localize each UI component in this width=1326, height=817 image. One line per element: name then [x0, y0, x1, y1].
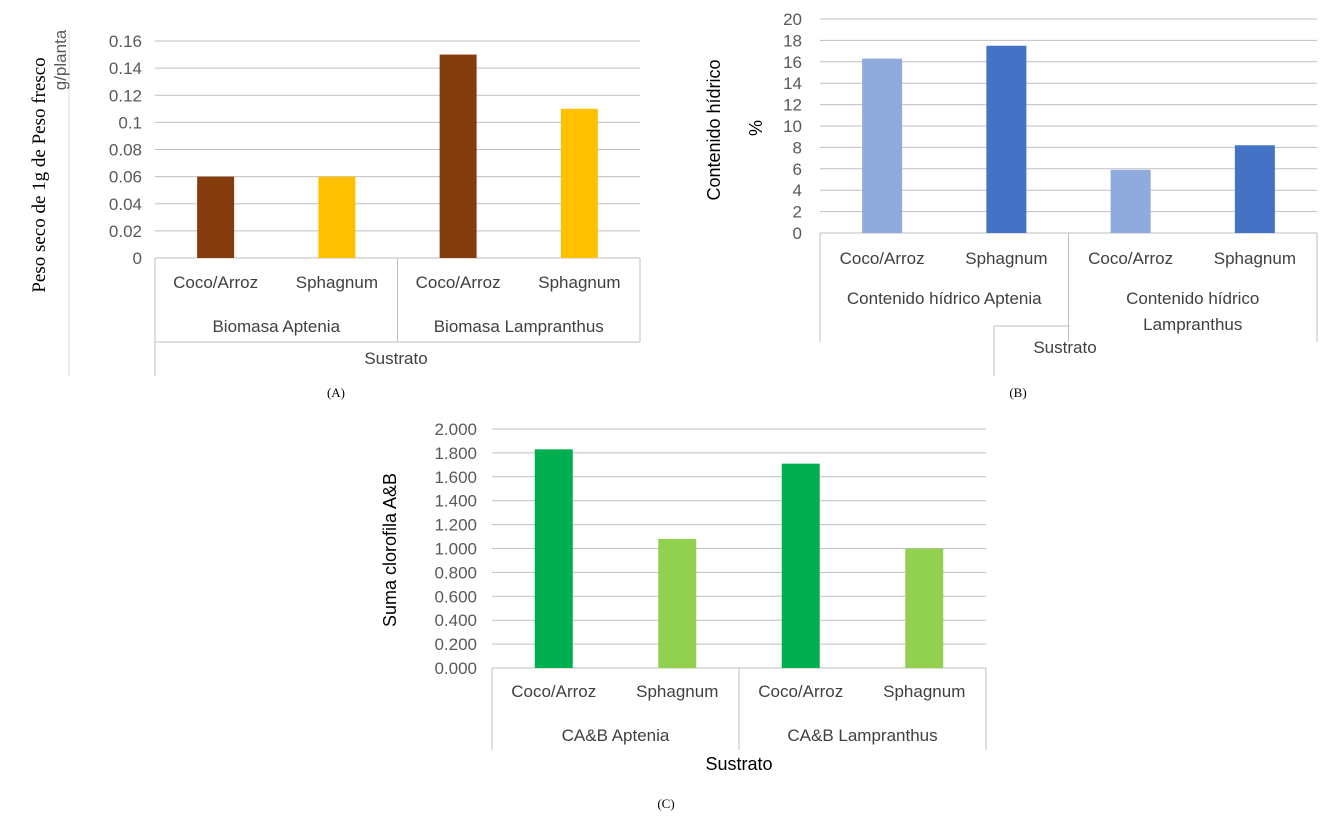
bar: [1234, 145, 1275, 233]
y-tick-label: 1.600: [434, 468, 477, 487]
group-label: Contenido hídrico Aptenia: [847, 289, 1042, 308]
panel-a-y-axis-unit: g/planta: [51, 29, 70, 90]
category-label: Coco/Arroz: [511, 682, 596, 701]
panel-a-gridlines: [155, 40, 640, 259]
y-tick-label: 1.800: [434, 444, 477, 463]
bar: [658, 538, 697, 668]
group-label: CA&B Lampranthus: [787, 726, 937, 745]
y-tick-label: 18: [783, 31, 802, 50]
panel-c-label: (C): [657, 796, 674, 811]
y-tick-label: 14: [783, 74, 802, 93]
group-label: Contenido hídrico: [1126, 289, 1259, 308]
panel-b-y-axis-title: Contenido hídrico: [704, 59, 724, 200]
y-tick-label: 1.400: [434, 492, 477, 511]
panel-c-x-axis-title: Sustrato: [705, 754, 772, 774]
y-tick-label: 6: [793, 160, 802, 179]
bar: [439, 54, 477, 258]
y-tick-label: 0.14: [109, 59, 142, 78]
bar: [1110, 169, 1151, 233]
panel-c-y-ticks: 0.000 0.200 0.400 0.600 0.800 1.000 1.200 1.400…: [434, 420, 477, 678]
y-tick-label: 16: [783, 53, 802, 72]
panel-c-y-axis-title: Suma clorofila A&B: [380, 473, 400, 627]
bar: [862, 58, 903, 234]
y-tick-label: 2.000: [434, 420, 477, 439]
bar: [560, 108, 598, 258]
category-label: Coco/Arroz: [758, 682, 843, 701]
group-label: Biomasa Aptenia: [212, 317, 340, 336]
y-tick-label: 0.000: [434, 659, 477, 678]
category-label: Sphagnum: [965, 249, 1047, 268]
y-tick-label: 8: [793, 138, 802, 157]
y-tick-label: 0: [133, 249, 142, 268]
chart-panel-a: 0 0.02 0.04 0.06 0.08 0.1 0.12 0.14 0.16 Coco/Ar…: [29, 29, 641, 400]
y-tick-label: 2: [793, 203, 802, 222]
category-label: Sphagnum: [883, 682, 965, 701]
panel-a-bars: [197, 54, 598, 258]
panel-b-category-axis: Coco/Arroz Sphagnum Coco/Arroz Sphagnum Cont…: [819, 233, 1318, 376]
category-label: Sphagnum: [296, 273, 378, 292]
y-tick-label: 0.600: [434, 587, 477, 606]
y-tick-label: 0.400: [434, 611, 477, 630]
bar: [781, 463, 820, 668]
panel-a-label: (A): [327, 385, 345, 400]
bar: [986, 45, 1027, 233]
y-tick-label: 0.200: [434, 635, 477, 654]
y-tick-label: 20: [783, 10, 802, 29]
panel-a-x-axis-title: Sustrato: [364, 349, 427, 368]
y-tick-label: 0.06: [109, 168, 142, 187]
y-tick-label: 0.12: [109, 86, 142, 105]
bar: [534, 449, 573, 668]
y-tick-label: 0: [793, 224, 802, 243]
y-tick-label: 4: [793, 181, 802, 200]
y-tick-label: 0.16: [109, 32, 142, 51]
category-label: Coco/Arroz: [416, 273, 501, 292]
group-label: CA&B Aptenia: [562, 726, 670, 745]
panel-b-y-ticks: 0 2 4 6 8 10 12 14 16 18 20: [783, 10, 802, 243]
category-label: Coco/Arroz: [173, 273, 258, 292]
y-tick-label: 0.08: [109, 141, 142, 160]
category-label: Coco/Arroz: [1088, 249, 1173, 268]
y-tick-label: 0.04: [109, 195, 142, 214]
bar: [197, 176, 235, 258]
panel-b-x-axis-title: Sustrato: [1033, 338, 1096, 357]
category-label: Sphagnum: [1214, 249, 1296, 268]
y-tick-label: 1.000: [434, 540, 477, 559]
category-label: Coco/Arroz: [840, 249, 925, 268]
panel-a-y-axis-title: Peso seco de 1g de Peso fresco: [29, 57, 50, 292]
category-label: Sphagnum: [538, 273, 620, 292]
y-tick-label: 12: [783, 96, 802, 115]
panel-b-bars: [862, 45, 1275, 234]
y-tick-label: 0.02: [109, 222, 142, 241]
y-tick-label: 1.200: [434, 516, 477, 535]
y-tick-label: 10: [783, 117, 802, 136]
category-label: Sphagnum: [636, 682, 718, 701]
panel-a-category-axis: Coco/Arroz Sphagnum Coco/Arroz Sphagnum Biom…: [154, 258, 641, 376]
panel-b-label: (B): [1009, 385, 1026, 400]
panel-b-y-axis-unit: %: [746, 120, 766, 136]
bar: [318, 176, 356, 258]
panel-a-y-ticks: 0 0.02 0.04 0.06 0.08 0.1 0.12 0.14 0.16: [109, 32, 142, 268]
y-tick-label: 0.1: [118, 113, 142, 132]
panel-c-bars: [534, 449, 944, 668]
y-tick-label: 0.800: [434, 563, 477, 582]
chart-panel-c: 0.000 0.200 0.400 0.600 0.800 1.000 1.200 1.400…: [380, 420, 987, 811]
group-label: Biomasa Lampranthus: [434, 317, 604, 336]
panel-c-category-axis: Coco/Arroz Sphagnum Coco/Arroz Sphagnum CA&B…: [491, 668, 987, 750]
group-label: Lampranthus: [1143, 315, 1242, 334]
bar: [905, 548, 944, 668]
